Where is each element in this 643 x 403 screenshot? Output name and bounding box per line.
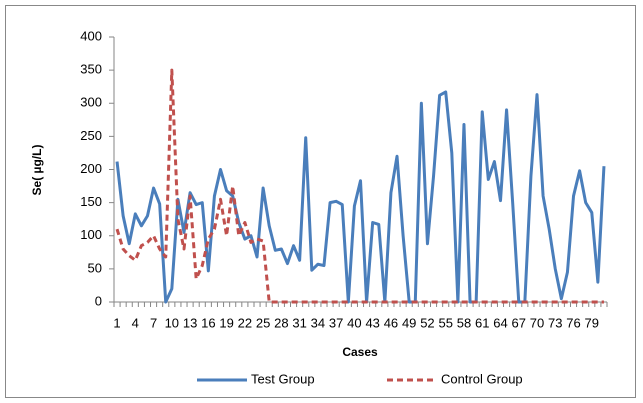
y-tick-label: 0 bbox=[95, 293, 102, 308]
x-tick-label: 13 bbox=[183, 315, 197, 330]
x-tick-label: 7 bbox=[150, 315, 157, 330]
y-tick-label: 400 bbox=[80, 28, 102, 43]
y-tick-label: 250 bbox=[80, 128, 102, 143]
y-tick-label: 200 bbox=[80, 161, 102, 176]
x-tick-label: 70 bbox=[530, 315, 544, 330]
y-tick-label: 150 bbox=[80, 194, 102, 209]
x-tick-label: 40 bbox=[347, 315, 361, 330]
x-tick-label: 34 bbox=[311, 315, 325, 330]
x-tick-label: 28 bbox=[274, 315, 288, 330]
legend-label: Control Group bbox=[441, 371, 523, 386]
x-tick-label: 25 bbox=[256, 315, 270, 330]
x-tick-label: 4 bbox=[132, 315, 139, 330]
x-tick-label: 1 bbox=[113, 315, 120, 330]
x-tick-label: 49 bbox=[402, 315, 416, 330]
x-tick-label: 76 bbox=[566, 315, 580, 330]
x-tick-label: 79 bbox=[585, 315, 599, 330]
y-axis-title: Se( µg/L) bbox=[30, 145, 44, 196]
x-tick-label: 31 bbox=[292, 315, 306, 330]
x-axis-title: Cases bbox=[342, 345, 378, 359]
x-tick-label: 46 bbox=[384, 315, 398, 330]
y-tick-label: 100 bbox=[80, 227, 102, 242]
x-tick-label: 73 bbox=[548, 315, 562, 330]
y-tick-label: 50 bbox=[88, 260, 102, 275]
x-tick-label: 10 bbox=[165, 315, 179, 330]
legend-label: Test Group bbox=[251, 371, 315, 386]
x-tick-label: 55 bbox=[438, 315, 452, 330]
y-tick-label: 300 bbox=[80, 95, 102, 110]
y-tick-label: 350 bbox=[80, 62, 102, 77]
x-tick-label: 58 bbox=[457, 315, 471, 330]
x-tick-label: 64 bbox=[493, 315, 507, 330]
x-tick-label: 67 bbox=[512, 315, 526, 330]
x-tick-label: 43 bbox=[365, 315, 379, 330]
x-tick-label: 37 bbox=[329, 315, 343, 330]
x-tick-label: 52 bbox=[420, 315, 434, 330]
x-tick-label: 19 bbox=[219, 315, 233, 330]
x-tick-label: 16 bbox=[201, 315, 215, 330]
series-line bbox=[115, 68, 604, 304]
x-tick-label: 61 bbox=[475, 315, 489, 330]
x-tick-label: 22 bbox=[238, 315, 252, 330]
